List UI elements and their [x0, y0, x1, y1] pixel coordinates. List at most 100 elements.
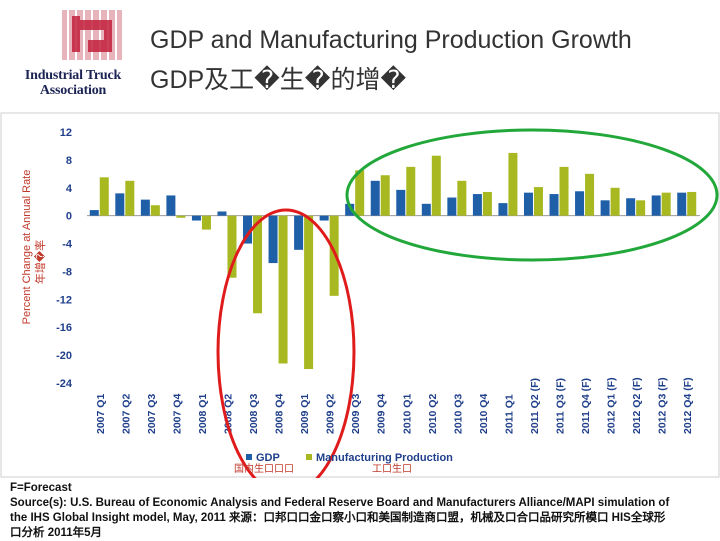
chart-frame: [0, 112, 720, 478]
manufacturing-bar: [559, 166, 569, 216]
legend-gdp-label-cn: 国内生口口口: [234, 462, 294, 475]
x-tick-label: 2007 Q2: [120, 394, 132, 434]
logo-line-1: Industrial Truck: [24, 68, 122, 83]
logo-line-2: Association: [39, 83, 107, 98]
manufacturing-bar: [661, 192, 671, 216]
y-tick-label: 12: [60, 127, 72, 139]
legend-manufacturing-label-cn: 工口生口: [372, 462, 412, 475]
x-tick-label: 2010 Q1: [401, 394, 413, 434]
gdp-bar: [294, 215, 304, 250]
source-line-1: Source(s): U.S. Bureau of Economic Analy…: [10, 497, 670, 509]
x-tick-label: 2012 Q3 (F): [657, 377, 669, 434]
manufacturing-bar: [533, 187, 543, 216]
manufacturing-bar: [201, 215, 211, 230]
x-tick-label: 2007 Q3: [146, 394, 158, 434]
y-tick-label: 4: [66, 183, 73, 195]
ita-logo: Industrial Truck Association: [8, 6, 138, 102]
manufacturing-bar: [380, 175, 390, 216]
page-title: GDP and Manufacturing Production Growth: [150, 26, 632, 54]
gdp-manufacturing-chart: 12 8 4 0 -4 -8 -12 -16 -20 -24 2007 Q1 2007 Q2 2007 …: [0, 112, 720, 478]
x-tick-label: 2007 Q4: [171, 394, 183, 434]
gdp-bar: [626, 198, 636, 216]
x-tick-label: 2010 Q4: [478, 394, 490, 434]
gdp-bar: [396, 189, 406, 216]
x-tick-label: 2007 Q1: [95, 394, 107, 434]
y-tick-label: -20: [56, 350, 72, 362]
gdp-bar: [319, 215, 329, 221]
gdp-bar: [370, 180, 380, 216]
manufacturing-bar: [227, 215, 237, 278]
y-axis-title: Percent Change at Annual Rate: [21, 170, 33, 325]
x-tick-label: 2008 Q1: [197, 394, 209, 434]
manufacturing-bar: [636, 200, 646, 216]
manufacturing-bar: [278, 215, 288, 364]
manufacturing-bar: [99, 177, 109, 216]
manufacturing-bar: [253, 215, 263, 314]
plot-area: 12 8 4 0 -4 -8 -12 -16 -20 -24 2007 Q1 2007 Q2 2007 …: [21, 127, 719, 478]
gdp-bar: [217, 211, 227, 216]
x-tick-label: 2009 Q4: [376, 394, 388, 434]
y-tick-label: 0: [66, 211, 72, 223]
gdp-bar: [472, 194, 482, 216]
gdp-bar: [600, 200, 610, 216]
manufacturing-bar: [329, 215, 339, 296]
ita-logo-mark: [62, 10, 122, 60]
y-tick-label: 8: [66, 155, 72, 167]
manufacturing-bar: [176, 215, 186, 218]
gdp-bar: [243, 215, 253, 244]
x-tick-label: 2009 Q3: [350, 394, 362, 434]
y-tick-label: -8: [62, 266, 72, 278]
legend-gdp-swatch: [246, 454, 252, 460]
gdp-bar: [89, 210, 99, 216]
manufacturing-bar: [457, 180, 467, 216]
gdp-bar: [166, 195, 176, 216]
gdp-bar: [140, 199, 150, 216]
legend-manufacturing-swatch: [306, 454, 312, 460]
manufacturing-bar: [150, 205, 160, 216]
manufacturing-bar: [406, 166, 416, 216]
gdp-bar: [575, 191, 585, 216]
y-tick-label: -12: [56, 294, 72, 306]
source-line-2: the IHS Global Insight model, May, 2011 …: [10, 512, 666, 524]
gdp-bar: [447, 197, 457, 216]
page-subtitle: GDP及工�生�的增�: [150, 66, 407, 94]
manufacturing-bar: [482, 191, 492, 216]
gdp-bar: [421, 203, 431, 216]
gdp-bar: [498, 203, 508, 216]
manufacturing-bar: [304, 215, 314, 370]
legend-manufacturing-label: Manufacturing Production: [316, 452, 453, 464]
x-tick-label: 2010 Q2: [427, 394, 439, 434]
x-tick-label: 2008 Q2: [222, 394, 234, 434]
x-tick-label: 2011 Q1: [503, 394, 515, 434]
source-footer: F=Forecast Source(s): U.S. Bureau of Eco…: [10, 481, 715, 541]
x-tick-label: 2009 Q1: [299, 394, 311, 434]
x-tick-label: 2008 Q4: [274, 394, 286, 434]
x-tick-label: 2011 Q4 (F): [580, 378, 592, 434]
x-tick-label: 2012 Q1 (F): [606, 377, 618, 434]
y-tick-label: -16: [56, 322, 72, 334]
manufacturing-bar: [508, 152, 518, 216]
gdp-bar: [677, 192, 687, 216]
manufacturing-bar: [125, 180, 135, 216]
manufacturing-bar: [610, 187, 620, 216]
x-tick-label: 2012 Q2 (F): [631, 377, 643, 434]
legend-gdp-label: GDP: [256, 452, 280, 464]
y-axis-title-cn: 年增�率: [33, 240, 47, 284]
gdp-bar: [549, 194, 559, 216]
x-tick-label: 2011 Q2 (F): [529, 378, 541, 434]
gdp-bar: [651, 195, 661, 216]
x-tick-label: 2010 Q3: [452, 394, 464, 434]
forecast-note: F=Forecast: [10, 482, 72, 494]
source-line-3: 口分析 2011年5月: [10, 527, 103, 539]
manufacturing-bar: [585, 173, 595, 216]
gdp-bar: [523, 192, 533, 216]
y-tick-label: -4: [62, 239, 73, 251]
x-tick-label: 2008 Q3: [248, 394, 260, 434]
recession-highlight-circle: [216, 208, 356, 478]
y-tick-label: -24: [56, 378, 73, 390]
manufacturing-bar: [431, 155, 441, 216]
x-tick-label: 2011 Q3 (F): [555, 378, 567, 434]
manufacturing-bar: [687, 191, 697, 216]
gdp-bar: [345, 203, 355, 216]
x-tick-label: 2009 Q2: [325, 394, 337, 434]
